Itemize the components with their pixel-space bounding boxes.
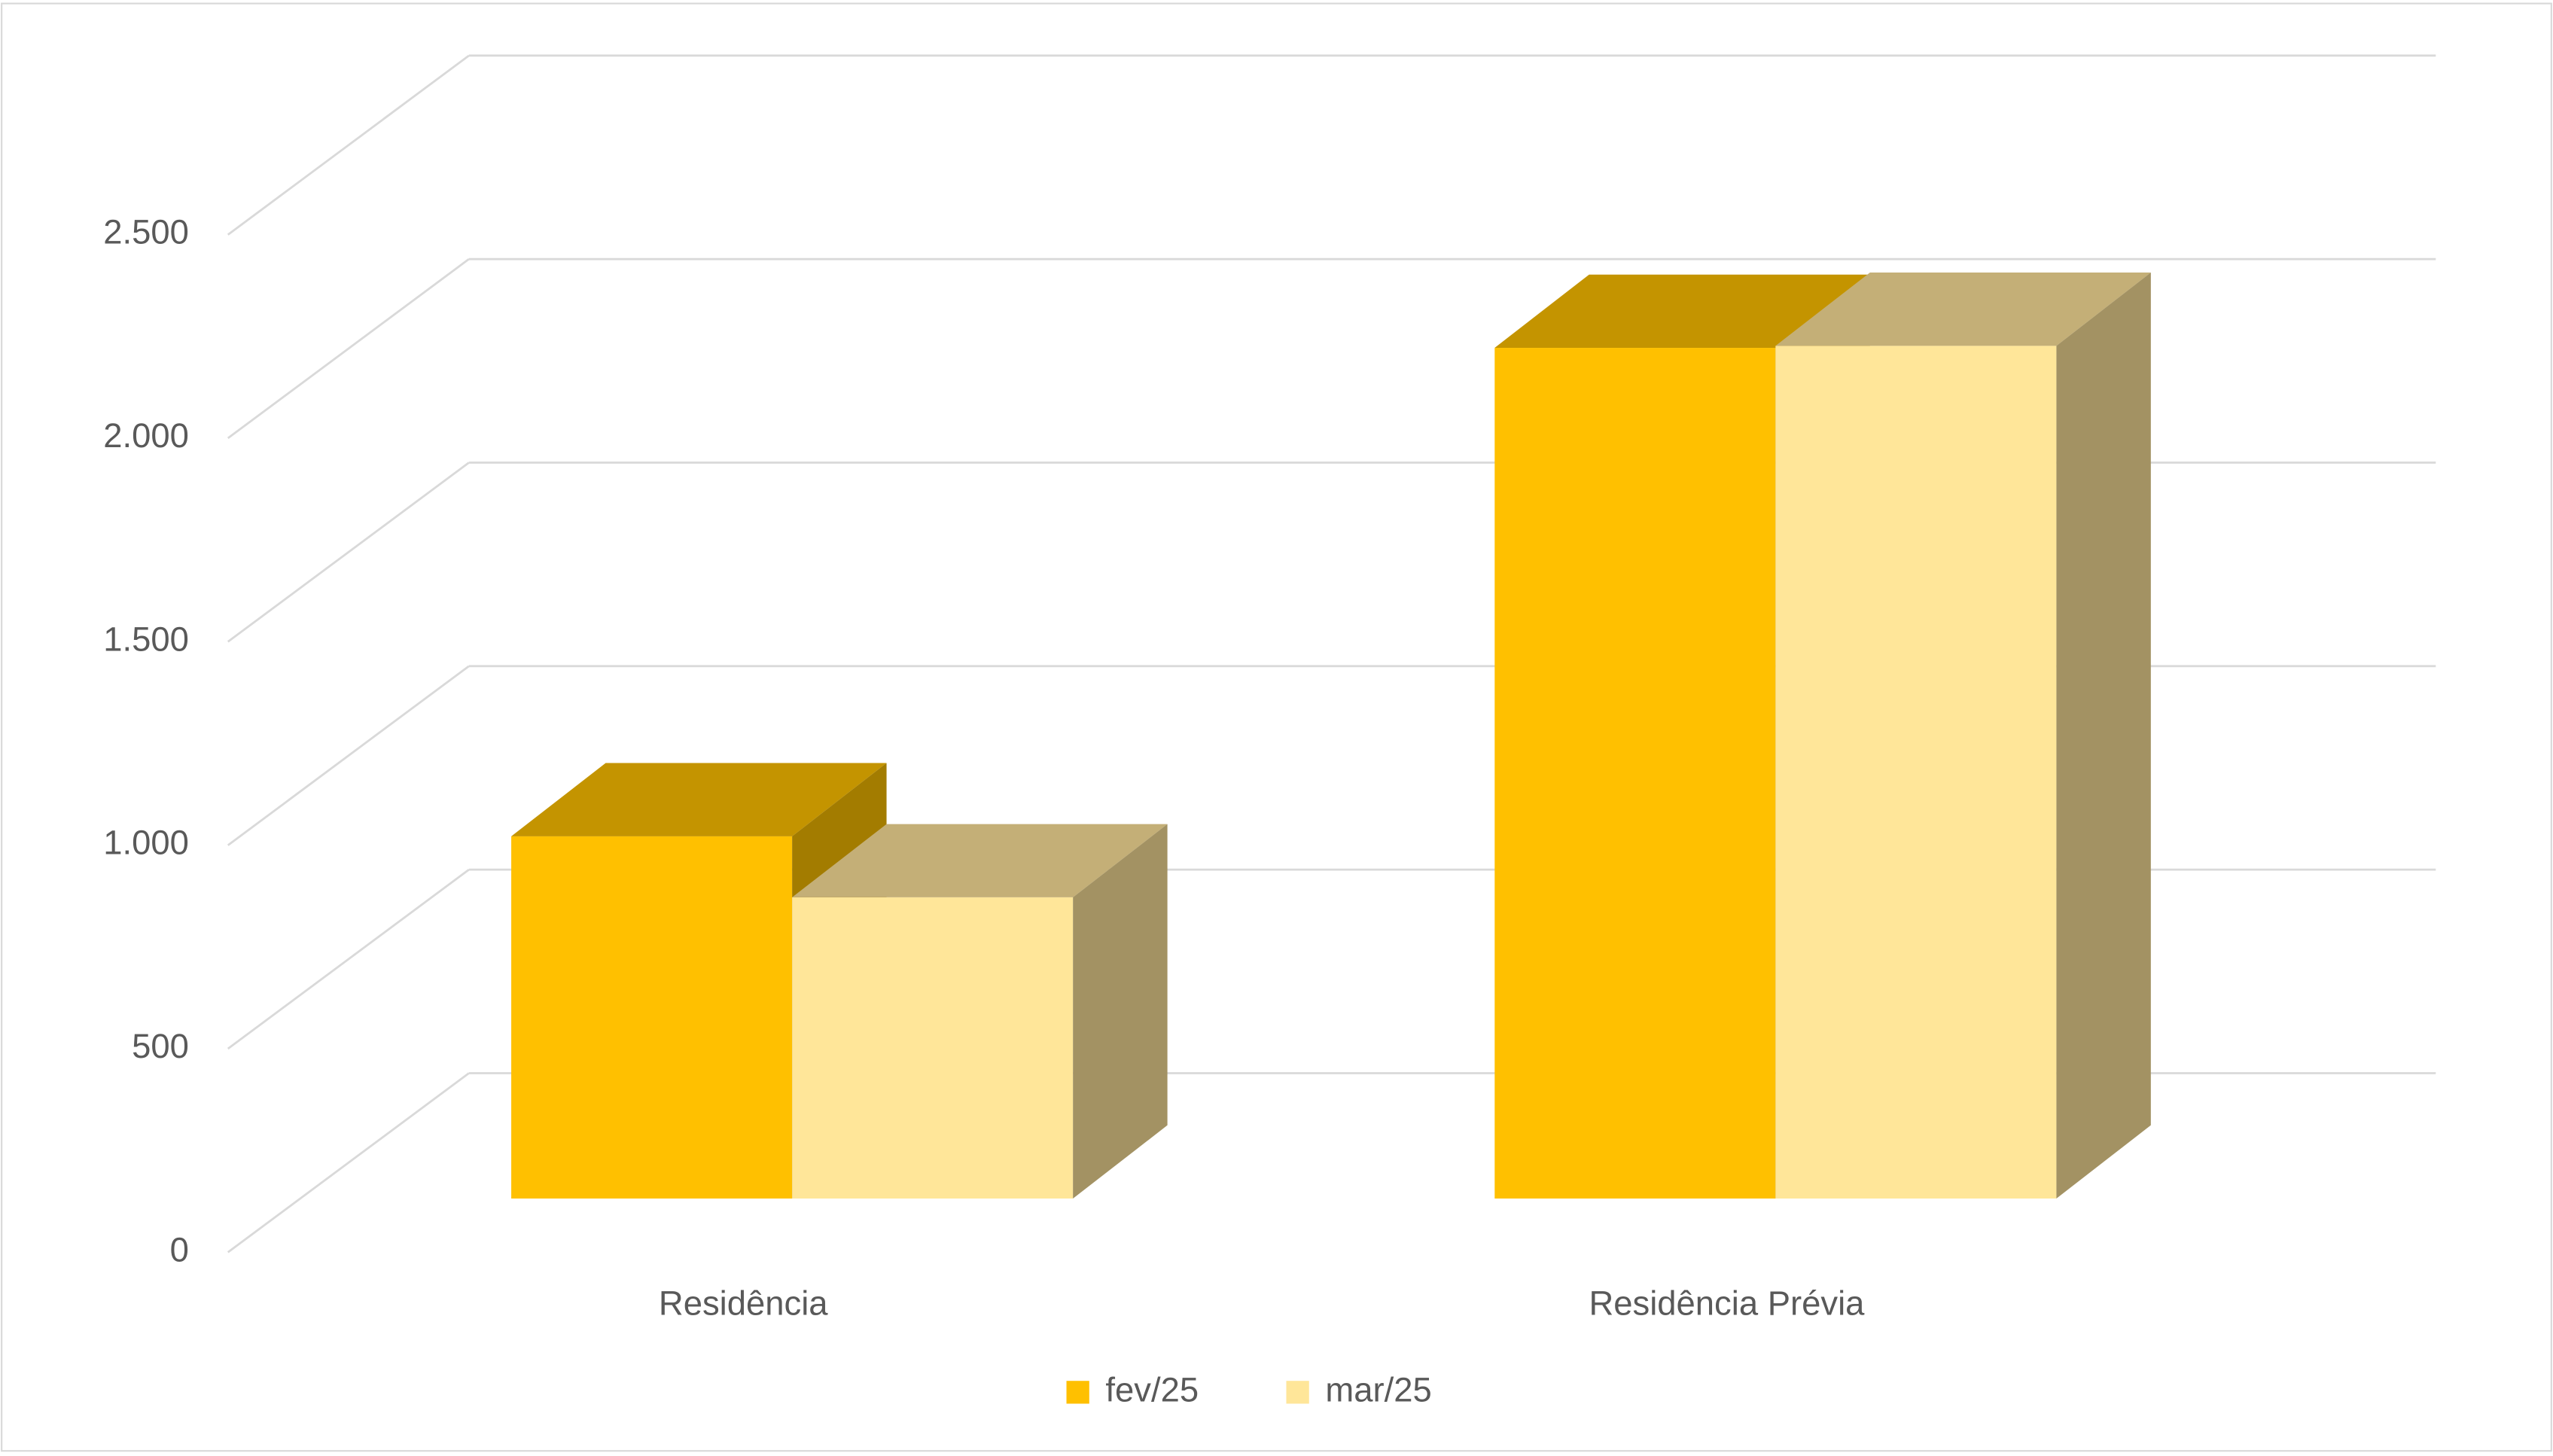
- grid-line: [227, 54, 470, 236]
- grid-line: [227, 869, 470, 1050]
- bar-top: [511, 763, 887, 836]
- bar-top: [792, 824, 1168, 897]
- grid-line: [227, 1072, 470, 1253]
- x-tick-label: Residência: [659, 1284, 828, 1323]
- legend-label: mar/25: [1325, 1370, 1431, 1409]
- bar-front: [1494, 348, 1776, 1199]
- grid-line: [227, 665, 470, 846]
- bar-side: [1073, 824, 1168, 1199]
- bar-front: [511, 836, 793, 1199]
- grid-line: [227, 258, 470, 440]
- bar-front: [792, 897, 1074, 1199]
- x-tick-label: Residência Prévia: [1589, 1284, 1865, 1323]
- y-tick-label: 500: [132, 1027, 189, 1065]
- legend-label: fev/25: [1105, 1370, 1199, 1409]
- legend-swatch: [1286, 1381, 1309, 1404]
- bar-front: [1775, 346, 2057, 1199]
- bar-top: [1494, 274, 1870, 349]
- y-tick-label: 1.500: [103, 620, 189, 658]
- grid-line: [227, 461, 470, 643]
- y-tick-label: 2.500: [103, 213, 189, 251]
- y-tick-label: 1.000: [103, 824, 189, 862]
- legend-swatch: [1066, 1381, 1089, 1404]
- bar-side: [2056, 273, 2151, 1199]
- bar-top: [1775, 273, 2151, 346]
- y-tick-label: 2.000: [103, 416, 189, 455]
- y-tick-label: 0: [170, 1230, 189, 1269]
